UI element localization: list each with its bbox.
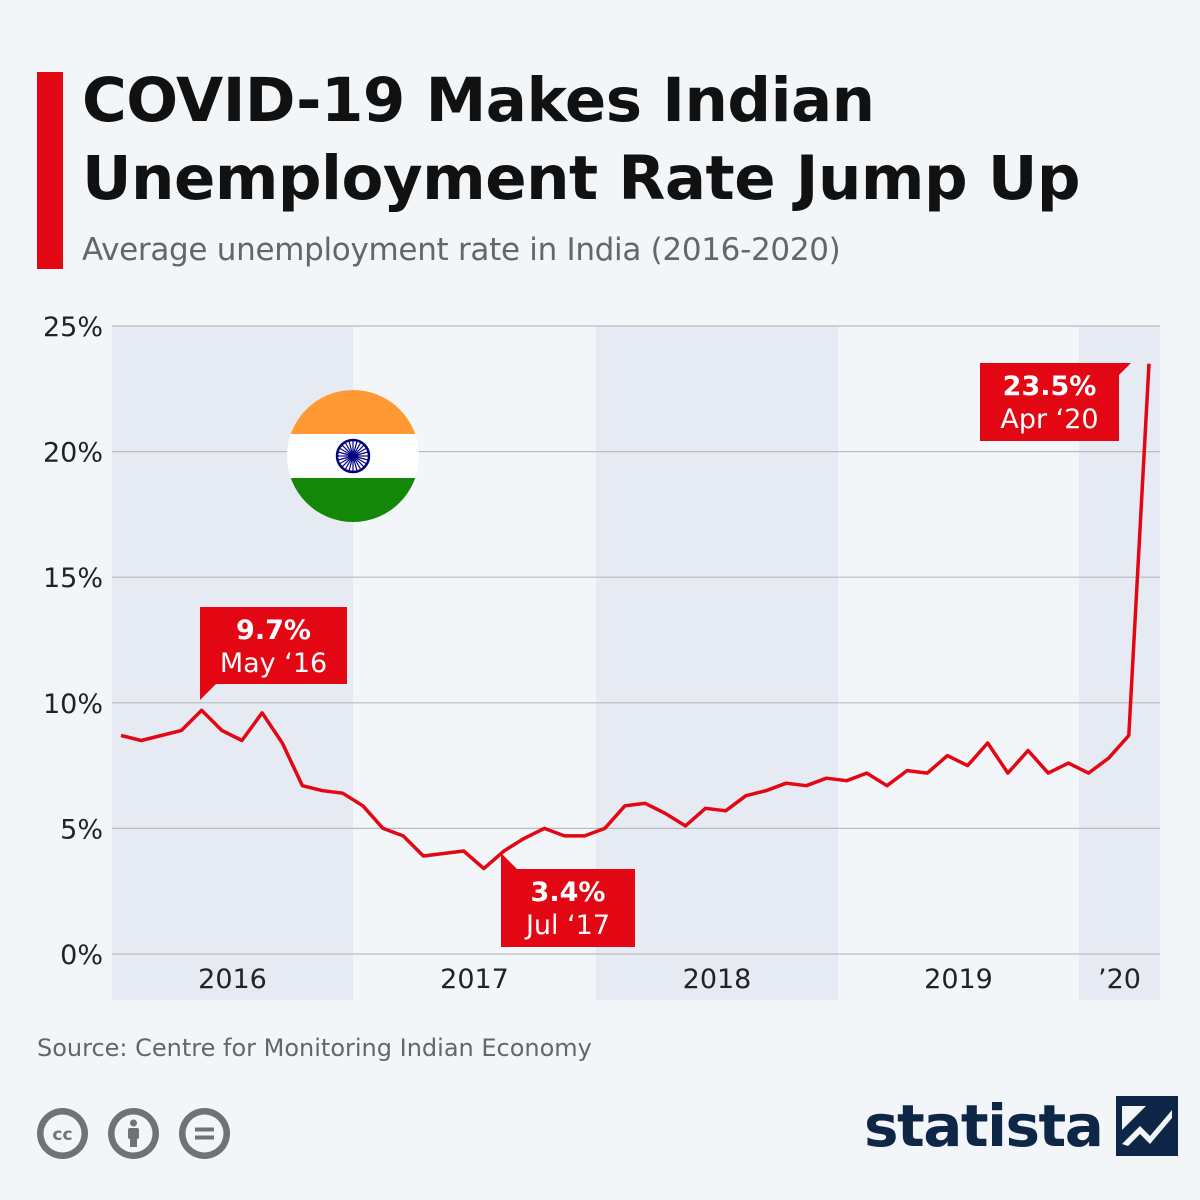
title-line-1: COVID-19 Makes Indian: [82, 65, 875, 136]
callout-pointer: [501, 853, 517, 869]
x-tick-label: 2018: [683, 964, 752, 995]
line-chart: 0% 5% 10% 15% 20% 25% 2016 2017 2018 2019 ’20 9.7…: [43, 312, 1160, 1000]
annotation-callout: 9.7%May ‘16: [200, 607, 347, 700]
callout-label: Jul ‘17: [524, 910, 610, 941]
x-tick-label: 2019: [924, 964, 993, 995]
series-line: [120, 363, 1151, 871]
callout-value: 23.5%: [1003, 371, 1097, 402]
statista-logo: statista: [864, 1092, 1179, 1160]
license-icons: cc: [37, 1108, 230, 1159]
y-tick-label: 15%: [43, 563, 103, 594]
source-note: Source: Centre for Monitoring Indian Eco…: [37, 1034, 592, 1062]
callout-value: 9.7%: [236, 615, 311, 646]
x-tick-label: 2016: [198, 964, 267, 995]
year-band: [596, 326, 838, 1000]
statista-mark-icon: [1116, 1096, 1179, 1156]
attribution-icon[interactable]: [108, 1108, 159, 1159]
callout-label: Apr ‘20: [1000, 404, 1098, 435]
annotation-callout: 3.4%Jul ‘17: [501, 853, 635, 947]
no-derivatives-icon[interactable]: [179, 1108, 230, 1159]
title-line-2: Unemployment Rate Jump Up: [82, 143, 1081, 214]
page-title: COVID-19 Makes Indian Unemployment Rate …: [82, 62, 1182, 218]
callout-value: 3.4%: [531, 877, 606, 908]
y-tick-label: 10%: [43, 689, 103, 720]
creative-commons-icon[interactable]: cc: [37, 1108, 88, 1159]
y-tick-label: 0%: [60, 940, 103, 971]
y-tick-label: 5%: [60, 814, 103, 845]
callout-box: [501, 869, 635, 947]
callout-pointer: [200, 684, 216, 700]
accent-bar: [37, 72, 63, 269]
x-tick-label: ’20: [1098, 964, 1141, 995]
y-tick-label: 20%: [43, 438, 103, 469]
svg-text:cc: cc: [52, 1125, 72, 1145]
subtitle: Average unemployment rate in India (2016…: [82, 232, 841, 268]
x-tick-label: 2017: [440, 964, 509, 995]
india-flag-icon: [287, 390, 419, 522]
callout-label: May ‘16: [220, 648, 327, 679]
callout-pointer: [1119, 363, 1131, 375]
annotation-callout: 23.5%Apr ‘20: [980, 363, 1131, 441]
brand-name: statista: [864, 1092, 1104, 1160]
callout-box: [980, 363, 1119, 441]
callout-box: [200, 607, 347, 684]
y-tick-label: 25%: [43, 312, 103, 343]
